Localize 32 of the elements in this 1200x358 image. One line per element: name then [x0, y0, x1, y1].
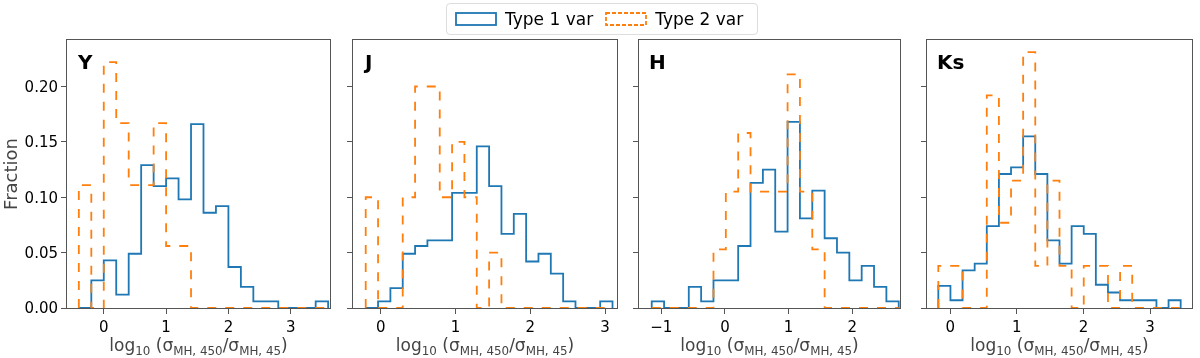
y-tick-label: 0.10: [24, 188, 58, 207]
annotation: Ks: [937, 50, 965, 74]
y-tick-label: 0.00: [24, 299, 58, 318]
x-tick-label: 0: [375, 318, 386, 336]
x-axis-title: log$_{10}$ (σ$_{MH, 450}$/σ$_{MH, 45}$): [109, 335, 288, 358]
x-tick-label: 2: [223, 318, 234, 336]
y-tick-label: 0.15: [24, 133, 58, 152]
x-tick-label: 0: [945, 318, 956, 336]
annotation: J: [363, 50, 373, 74]
x-tick-label: 1: [1012, 318, 1022, 336]
x-axis-title: log$_{10}$ (σ$_{MH, 450}$/σ$_{MH, 45}$): [970, 335, 1149, 358]
legend-label: Type 1 var: [505, 9, 594, 29]
x-tick-label: −1: [650, 318, 673, 336]
x-tick-label: 3: [285, 318, 296, 336]
legend-label: Type 2 var: [655, 9, 744, 29]
x-tick-label: 3: [1145, 318, 1155, 336]
x-tick-label: 2: [525, 318, 536, 336]
x-axis-title: log$_{10}$ (σ$_{MH, 450}$/σ$_{MH, 45}$): [395, 335, 575, 358]
x-axis-title: log$_{10}$ (σ$_{MH, 450}$/σ$_{MH, 45}$): [680, 335, 859, 358]
y-tick-label: 0.20: [24, 77, 58, 96]
annotation: H: [649, 50, 666, 74]
x-tick-label: 1: [161, 318, 171, 336]
y-tick-label: 0.05: [24, 243, 58, 262]
x-tick-label: 2: [847, 318, 858, 336]
annotation: Y: [77, 50, 93, 74]
x-tick-label: 2: [1078, 318, 1089, 336]
x-tick-label: 3: [600, 318, 610, 336]
x-tick-label: 0: [99, 318, 109, 336]
y-axis-title: Fraction: [0, 138, 21, 210]
x-tick-label: 0: [720, 318, 730, 336]
x-tick-label: 1: [783, 318, 794, 336]
x-tick-label: 1: [450, 318, 461, 336]
